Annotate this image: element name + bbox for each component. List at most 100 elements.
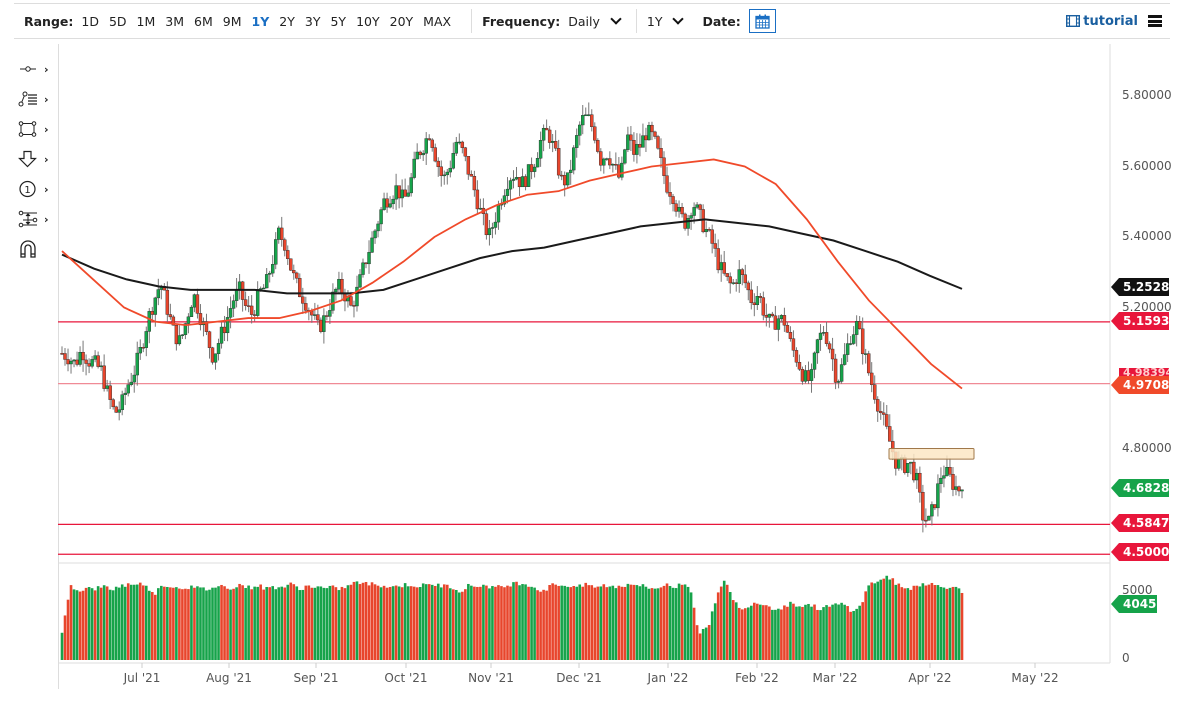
range-3y[interactable]: 3Y bbox=[304, 13, 321, 29]
volume-bar bbox=[774, 609, 777, 660]
candle bbox=[72, 359, 76, 362]
candle bbox=[764, 315, 769, 318]
candle bbox=[439, 166, 443, 176]
candle bbox=[830, 348, 835, 360]
volume-bar bbox=[701, 628, 705, 660]
range-1m[interactable]: 1M bbox=[136, 13, 156, 29]
volume-bar bbox=[310, 587, 314, 660]
candle bbox=[403, 189, 407, 197]
volume-bar bbox=[467, 583, 470, 660]
candle bbox=[517, 177, 522, 188]
candle bbox=[90, 359, 94, 367]
range-20y[interactable]: 20Y bbox=[389, 13, 414, 29]
tool-line[interactable]: › bbox=[14, 54, 58, 84]
volume-bar bbox=[728, 592, 732, 660]
range-5d[interactable]: 5D bbox=[108, 13, 127, 29]
volume-bar bbox=[166, 586, 169, 660]
candle bbox=[207, 331, 212, 348]
volume-bar bbox=[659, 587, 663, 660]
range-6m[interactable]: 6M bbox=[194, 13, 213, 29]
volume-bar bbox=[819, 610, 822, 660]
candle bbox=[289, 258, 293, 271]
candle bbox=[385, 198, 389, 208]
volume-bar bbox=[211, 587, 214, 660]
tool-measure[interactable]: › bbox=[14, 204, 58, 234]
candle bbox=[490, 227, 495, 229]
candle bbox=[743, 274, 747, 284]
candle bbox=[487, 228, 492, 236]
candle bbox=[788, 332, 793, 339]
volume-bar bbox=[674, 588, 678, 660]
x-tick-label: Jul '21 bbox=[123, 671, 161, 685]
range-10y[interactable]: 10Y bbox=[356, 13, 380, 29]
candle bbox=[376, 223, 380, 232]
candle bbox=[322, 315, 326, 332]
volume-bar bbox=[816, 609, 819, 660]
range-3m[interactable]: 3M bbox=[165, 13, 185, 29]
candle bbox=[659, 148, 663, 159]
candle bbox=[189, 306, 194, 318]
volume-bar bbox=[879, 579, 883, 660]
volume-bar bbox=[888, 579, 892, 660]
candle bbox=[60, 353, 64, 355]
range-1y[interactable]: 1Y bbox=[251, 13, 270, 29]
range-9m[interactable]: 9M bbox=[222, 13, 242, 29]
volume-bar bbox=[731, 600, 735, 660]
volume-bar bbox=[181, 589, 184, 660]
candle bbox=[854, 321, 859, 335]
candle bbox=[921, 491, 925, 521]
candle bbox=[707, 229, 711, 231]
candle bbox=[605, 158, 609, 160]
hamburger-menu-icon[interactable] bbox=[1148, 15, 1162, 27]
volume-bar bbox=[704, 627, 708, 660]
candle bbox=[842, 354, 847, 365]
chevron-right-icon: › bbox=[44, 122, 49, 136]
range-1d[interactable]: 1D bbox=[81, 13, 99, 29]
volume-bar bbox=[954, 586, 958, 660]
candle bbox=[96, 355, 100, 367]
candle bbox=[141, 347, 145, 349]
tutorial-link[interactable]: tutorial bbox=[1066, 14, 1138, 29]
candle bbox=[767, 313, 772, 318]
volume-bar bbox=[617, 585, 621, 660]
price-label-hline: 4.58470 bbox=[1111, 514, 1177, 532]
tool-annotation[interactable]: 1 › bbox=[14, 174, 58, 204]
candle bbox=[310, 311, 314, 316]
arrow-tool-icon bbox=[18, 150, 37, 168]
range-2y[interactable]: 2Y bbox=[279, 13, 295, 29]
volume-bar bbox=[433, 585, 437, 660]
candle bbox=[252, 314, 257, 316]
volume-bar bbox=[671, 587, 675, 660]
candle bbox=[105, 385, 109, 389]
volume-bar bbox=[563, 585, 566, 660]
price-label-ma_slow: 5.25282 bbox=[1111, 278, 1177, 296]
range-max[interactable]: MAX bbox=[423, 13, 452, 29]
svg-text:1: 1 bbox=[24, 185, 30, 196]
candle bbox=[565, 172, 570, 186]
period-dropdown[interactable]: 1Y bbox=[647, 13, 689, 29]
tool-fibonacci[interactable]: › bbox=[14, 84, 58, 114]
date-label: Date: bbox=[702, 13, 741, 29]
volume-bar bbox=[500, 586, 503, 660]
tool-magnet[interactable] bbox=[14, 234, 58, 264]
candle bbox=[915, 472, 919, 481]
volume-bar bbox=[873, 583, 877, 660]
tool-arrow[interactable]: › bbox=[14, 144, 58, 174]
candle bbox=[225, 317, 230, 334]
volume-bar bbox=[126, 583, 130, 660]
frequency-dropdown[interactable]: Daily bbox=[568, 13, 626, 29]
volume-bar bbox=[229, 589, 232, 660]
resistance-zone[interactable] bbox=[888, 448, 975, 460]
candle bbox=[424, 138, 428, 154]
date-picker-button[interactable] bbox=[748, 9, 776, 33]
candle bbox=[472, 176, 477, 191]
volume-bar bbox=[575, 586, 579, 660]
volume-bar bbox=[960, 592, 964, 660]
candle bbox=[782, 315, 787, 326]
candle bbox=[388, 203, 392, 208]
volume-bar bbox=[683, 584, 687, 660]
tool-shape[interactable]: › bbox=[14, 114, 58, 144]
range-5y[interactable]: 5Y bbox=[330, 13, 347, 29]
volume-bar bbox=[160, 585, 163, 660]
